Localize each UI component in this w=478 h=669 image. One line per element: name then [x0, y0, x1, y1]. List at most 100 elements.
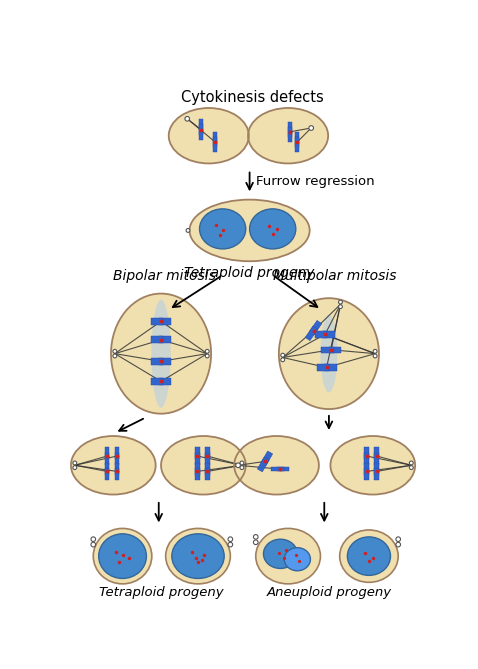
Ellipse shape: [185, 116, 190, 121]
Ellipse shape: [206, 349, 209, 353]
Polygon shape: [115, 468, 120, 480]
Polygon shape: [159, 337, 171, 343]
Ellipse shape: [152, 300, 171, 407]
Polygon shape: [195, 468, 200, 480]
Ellipse shape: [373, 349, 377, 353]
Polygon shape: [205, 453, 209, 465]
Polygon shape: [205, 447, 209, 460]
Ellipse shape: [284, 548, 310, 571]
Polygon shape: [321, 347, 334, 353]
Polygon shape: [374, 453, 379, 465]
Ellipse shape: [93, 529, 152, 584]
Polygon shape: [151, 337, 163, 343]
Ellipse shape: [98, 534, 146, 579]
Ellipse shape: [320, 315, 337, 393]
Ellipse shape: [396, 537, 401, 541]
Polygon shape: [309, 320, 322, 335]
Ellipse shape: [240, 461, 244, 465]
Text: Tetraploid progeny: Tetraploid progeny: [99, 586, 223, 599]
Text: Cytokinesis defects: Cytokinesis defects: [181, 90, 324, 104]
Ellipse shape: [172, 534, 224, 579]
Ellipse shape: [409, 461, 413, 465]
Text: Aneuploid progeny: Aneuploid progeny: [266, 586, 391, 599]
Polygon shape: [316, 365, 329, 371]
Polygon shape: [105, 462, 109, 475]
Polygon shape: [199, 124, 203, 140]
Ellipse shape: [340, 530, 398, 582]
Ellipse shape: [281, 353, 284, 357]
Polygon shape: [159, 318, 171, 325]
Ellipse shape: [228, 537, 233, 541]
Polygon shape: [115, 462, 120, 475]
Polygon shape: [305, 326, 318, 341]
Polygon shape: [374, 447, 379, 460]
Polygon shape: [205, 468, 209, 480]
Polygon shape: [159, 358, 171, 365]
Polygon shape: [288, 122, 292, 137]
Ellipse shape: [73, 466, 77, 470]
Polygon shape: [195, 462, 200, 475]
Polygon shape: [323, 331, 335, 338]
Ellipse shape: [113, 349, 117, 353]
Ellipse shape: [234, 436, 319, 494]
Polygon shape: [195, 447, 200, 460]
Polygon shape: [105, 468, 109, 480]
Polygon shape: [159, 378, 171, 385]
Polygon shape: [195, 453, 200, 465]
Ellipse shape: [161, 436, 246, 494]
Polygon shape: [295, 136, 299, 152]
Polygon shape: [261, 451, 273, 466]
Ellipse shape: [228, 543, 233, 547]
Ellipse shape: [253, 540, 258, 545]
Text: Furrow regression: Furrow regression: [256, 175, 374, 189]
Polygon shape: [374, 462, 379, 475]
Polygon shape: [151, 378, 163, 385]
Text: Tetraploid progeny: Tetraploid progeny: [185, 266, 315, 280]
Ellipse shape: [373, 354, 377, 358]
Ellipse shape: [256, 529, 320, 584]
Ellipse shape: [236, 463, 240, 468]
Ellipse shape: [206, 354, 209, 358]
Ellipse shape: [111, 294, 211, 413]
Ellipse shape: [263, 539, 297, 569]
Ellipse shape: [91, 537, 96, 541]
Polygon shape: [257, 457, 269, 472]
Polygon shape: [105, 447, 109, 460]
Text: Bipolar mitosis: Bipolar mitosis: [113, 269, 217, 283]
Ellipse shape: [71, 436, 156, 494]
Ellipse shape: [166, 529, 230, 584]
Ellipse shape: [91, 543, 96, 547]
Ellipse shape: [338, 300, 342, 304]
Polygon shape: [329, 347, 341, 353]
Polygon shape: [272, 467, 284, 472]
Polygon shape: [288, 126, 292, 142]
Ellipse shape: [348, 537, 391, 575]
Polygon shape: [151, 358, 163, 365]
Polygon shape: [364, 468, 369, 480]
Polygon shape: [205, 462, 209, 475]
Polygon shape: [151, 318, 163, 325]
Polygon shape: [315, 331, 327, 338]
Polygon shape: [115, 453, 120, 465]
Ellipse shape: [281, 358, 284, 362]
Ellipse shape: [330, 436, 415, 494]
Polygon shape: [213, 136, 217, 152]
Polygon shape: [199, 120, 203, 135]
Ellipse shape: [279, 298, 379, 409]
Ellipse shape: [338, 305, 342, 308]
Ellipse shape: [309, 126, 314, 130]
Ellipse shape: [169, 108, 249, 163]
Polygon shape: [295, 132, 299, 147]
Ellipse shape: [113, 354, 117, 358]
Polygon shape: [105, 453, 109, 465]
Ellipse shape: [248, 108, 328, 163]
Ellipse shape: [250, 209, 296, 249]
Polygon shape: [364, 462, 369, 475]
Ellipse shape: [199, 209, 246, 249]
Polygon shape: [364, 453, 369, 465]
Ellipse shape: [73, 461, 77, 465]
Polygon shape: [374, 468, 379, 480]
Polygon shape: [324, 365, 337, 371]
Polygon shape: [115, 447, 120, 460]
Ellipse shape: [186, 229, 190, 232]
